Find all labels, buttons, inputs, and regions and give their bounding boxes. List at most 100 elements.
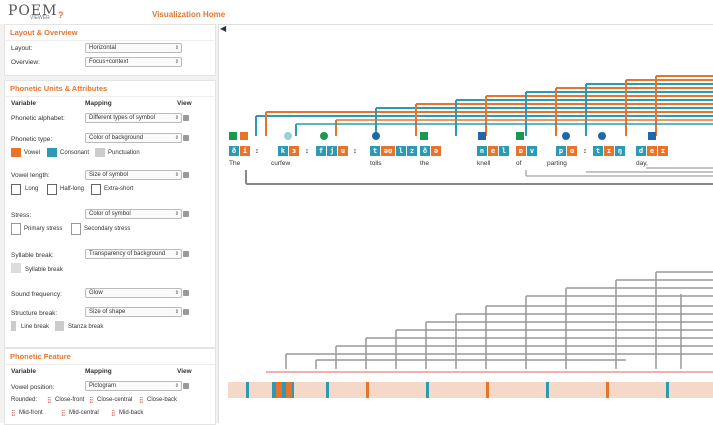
phoneme-box[interactable]: e: [488, 146, 498, 156]
line-break-legend: Line break: [21, 324, 50, 330]
phoneme-box[interactable]: ɒ: [516, 146, 526, 156]
select-caret-icon: ⇕: [174, 309, 179, 315]
primary-stress-icon: [11, 223, 21, 235]
word-label[interactable]: curfew: [271, 160, 291, 167]
phonetic-alphabet-checkbox[interactable]: [183, 115, 189, 121]
phoneme-box[interactable]: ɪ: [604, 146, 614, 156]
half-long-icon: [47, 184, 57, 195]
phoneme-box[interactable]: ð: [229, 146, 239, 156]
sidebar: Layout & Overview Layout: Horizontal ⇕ Ov…: [0, 24, 219, 425]
structure-break-checkbox[interactable]: [183, 309, 189, 315]
phonetic-units-panel: Phonetic Units & Attributes Variable Map…: [4, 80, 216, 348]
vowel-length-checkbox[interactable]: [183, 172, 189, 178]
app-logo-subtitle: VIEWER: [30, 15, 50, 21]
phoneme-box[interactable]: j: [327, 146, 337, 156]
phonetic-alphabet-label: Phonetic alphabet:: [11, 115, 65, 122]
half-long-legend: Half-long: [60, 186, 85, 192]
select-caret-icon: ⇕: [174, 135, 179, 141]
layout-select[interactable]: Horizontal ⇕: [85, 43, 182, 53]
bottom-arcs: [285, 271, 713, 369]
overview-select[interactable]: Focus+context ⇕: [85, 57, 182, 67]
phoneme-box[interactable]: z: [407, 146, 417, 156]
phoneme-box[interactable]: i: [240, 146, 250, 156]
long-legend: Long: [25, 186, 39, 192]
word-label[interactable]: knell: [477, 160, 491, 167]
phoneme-box[interactable]: ð: [420, 146, 430, 156]
phoneme-box[interactable]: ŋ: [615, 146, 625, 156]
mid-back-legend: Mid-back: [119, 410, 144, 416]
layout-panel-title: Layout & Overview: [5, 25, 215, 41]
phonetic-alphabet-select[interactable]: Different types of symbol ⇕: [85, 113, 182, 123]
mid-central-legend: Mid-central: [69, 410, 99, 416]
collapse-sidebar-icon[interactable]: ◀: [220, 24, 227, 33]
phoneme-box[interactable]: :: [254, 146, 260, 156]
phonetic-alphabet-mapping: Different types of symbol: [89, 115, 155, 121]
word-label[interactable]: parting: [547, 160, 567, 167]
app-logo[interactable]: POEM: [8, 3, 58, 19]
word-label[interactable]: the: [420, 160, 430, 167]
phoneme-box[interactable]: əʊ: [381, 146, 395, 156]
phoneme-box[interactable]: n: [477, 146, 487, 156]
syllable-break-label: Syllable break:: [11, 252, 54, 259]
phoneme-box[interactable]: t: [593, 146, 603, 156]
phoneme-box[interactable]: u: [338, 146, 348, 156]
phonetic-units-title: Phonetic Units & Attributes: [5, 81, 215, 97]
syllable-break-select[interactable]: Transparency of background ⇕: [85, 249, 182, 259]
phoneme-box[interactable]: :: [304, 146, 310, 156]
select-caret-icon: ⇕: [174, 45, 179, 51]
phoneme-box[interactable]: e: [647, 146, 657, 156]
layout-label: Layout:: [11, 45, 33, 52]
select-caret-icon: ⇕: [174, 211, 179, 217]
word-label[interactable]: tolls: [370, 160, 382, 167]
vowel-length-select[interactable]: Size of symbol ⇕: [85, 170, 182, 180]
phoneme-box[interactable]: :: [582, 146, 588, 156]
visualization-home-link[interactable]: Visualization Home: [152, 10, 226, 19]
symbol-marker: [516, 132, 524, 140]
vowel-position-select[interactable]: Pictogram ⇕: [85, 381, 182, 391]
sound-frequency-select[interactable]: Glow ⇕: [85, 288, 182, 298]
syllable-break-swatch: [11, 263, 21, 273]
arc-diagram-svg: [228, 75, 713, 398]
word-label[interactable]: of: [516, 160, 522, 167]
extra-short-legend: Extra-short: [104, 186, 134, 192]
symbol-marker: [598, 132, 606, 140]
stress-checkbox[interactable]: [183, 211, 189, 217]
phoneme-box[interactable]: l: [396, 146, 406, 156]
sound-frequency-checkbox[interactable]: [183, 290, 189, 296]
stanza-break-legend: Stanza break: [68, 324, 104, 330]
stress-select[interactable]: Color of symbol ⇕: [85, 209, 182, 219]
phoneme-box[interactable]: ə: [431, 146, 441, 156]
phoneme-box[interactable]: l: [499, 146, 509, 156]
structure-lines-right: [245, 167, 713, 185]
phoneme-box[interactable]: ɪ: [658, 146, 668, 156]
phoneme-box[interactable]: p: [556, 146, 566, 156]
structure-break-mapping: Size of shape: [89, 309, 126, 315]
select-caret-icon: ⇕: [174, 290, 179, 296]
vowel-legend: Vowel: [24, 150, 41, 156]
syllable-break-checkbox[interactable]: [183, 251, 189, 257]
phoneme-box[interactable]: f: [316, 146, 326, 156]
vowel-swatch: [11, 148, 21, 157]
symbol-marker: [320, 132, 328, 140]
phoneme-box[interactable]: :: [352, 146, 358, 156]
col-mapping: Mapping: [85, 100, 112, 107]
phonetic-feature-title: Phonetic Feature: [5, 349, 215, 365]
phoneme-box[interactable]: k: [278, 146, 288, 156]
grid-icon: ⣿: [61, 411, 66, 417]
word-label[interactable]: The: [229, 160, 241, 167]
phonetic-type-select[interactable]: Color of background ⇕: [85, 133, 182, 143]
phoneme-box[interactable]: ɜ: [289, 146, 299, 156]
symbol-marker: [562, 132, 570, 140]
close-front-legend: Close-front: [55, 397, 85, 403]
help-link[interactable]: ?: [58, 10, 64, 20]
consonant-swatch: [47, 148, 57, 157]
phonetic-type-checkbox[interactable]: [183, 135, 189, 141]
phoneme-box[interactable]: t: [370, 146, 380, 156]
phoneme-box[interactable]: v: [527, 146, 537, 156]
overview-strip[interactable]: [228, 382, 713, 398]
vowel-position-checkbox[interactable]: [183, 383, 189, 389]
phoneme-box[interactable]: d: [636, 146, 646, 156]
structure-break-select[interactable]: Size of shape ⇕: [85, 307, 182, 317]
phoneme-box[interactable]: ɑ: [567, 146, 577, 156]
word-label[interactable]: day,: [636, 160, 648, 167]
